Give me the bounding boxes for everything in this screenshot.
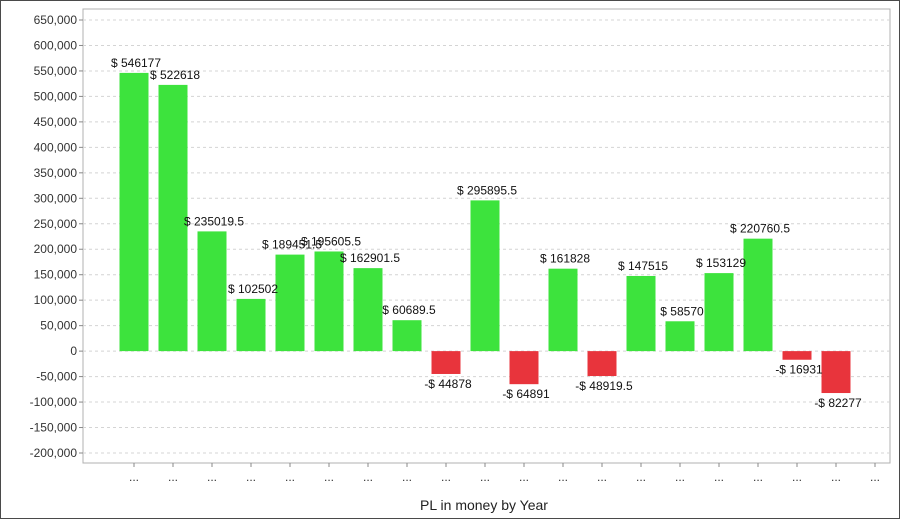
y-tick-label: 250,000 [34, 217, 78, 231]
x-tick-label: ... [675, 470, 685, 484]
y-tick-label: 500,000 [34, 89, 78, 103]
bar[interactable] [314, 251, 344, 352]
x-tick-label: ... [753, 470, 763, 484]
data-label: $ 161828 [540, 252, 590, 266]
data-label: $ 195605.5 [301, 234, 361, 248]
x-tick-label: ... [285, 470, 295, 484]
y-tick-label: 150,000 [34, 268, 78, 282]
x-tick-label: ... [324, 470, 334, 484]
data-label: -$ 44878 [424, 377, 472, 391]
bar[interactable] [509, 351, 539, 385]
x-tick-label: ... [441, 470, 451, 484]
y-tick-label: -200,000 [30, 446, 78, 460]
data-label: -$ 16931 [775, 363, 823, 377]
bar[interactable] [158, 84, 188, 352]
bar[interactable] [821, 351, 851, 394]
data-label: $ 162901.5 [340, 251, 400, 265]
y-tick-label: -150,000 [30, 421, 78, 435]
x-tick-label: ... [129, 470, 139, 484]
data-label: $ 60689.5 [382, 303, 436, 317]
y-tick-label: 600,000 [34, 38, 78, 52]
bar[interactable] [236, 298, 266, 352]
data-label: $ 546177 [111, 56, 161, 70]
data-label: -$ 64891 [502, 387, 550, 401]
y-tick-label: -100,000 [30, 395, 78, 409]
bar[interactable] [548, 268, 578, 352]
bar[interactable] [392, 320, 422, 352]
x-tick-label: ... [402, 470, 412, 484]
x-tick-label: ... [480, 470, 490, 484]
y-tick-label: -50,000 [36, 370, 77, 384]
x-tick-label: ... [207, 470, 217, 484]
data-label: -$ 82277 [814, 396, 862, 410]
y-tick-label: 0 [70, 344, 77, 358]
data-label: $ 522618 [150, 68, 200, 82]
bar[interactable] [197, 231, 227, 352]
bar[interactable] [704, 273, 734, 352]
y-tick-label: 450,000 [34, 115, 78, 129]
data-label: $ 235019.5 [184, 214, 244, 228]
bar[interactable] [275, 254, 305, 352]
bar[interactable] [353, 268, 383, 352]
data-label: -$ 48919.5 [575, 379, 633, 393]
x-tick-label: ... [558, 470, 568, 484]
data-label: $ 102502 [228, 282, 278, 296]
x-tick-label: ... [519, 470, 529, 484]
x-tick-label: ... [870, 470, 880, 484]
bar[interactable] [626, 275, 656, 352]
x-tick-label: ... [363, 470, 373, 484]
data-label: $ 220760.5 [730, 222, 790, 236]
data-label: $ 189451.5 [262, 238, 322, 252]
x-axis-label: PL in money by Year [420, 497, 548, 513]
y-tick-label: 550,000 [34, 64, 78, 78]
data-label: $ 295895.5 [457, 183, 517, 197]
y-tick-label: 300,000 [34, 191, 78, 205]
y-tick-label: 650,000 [34, 13, 78, 27]
bar[interactable] [782, 351, 812, 360]
y-tick-label: 200,000 [34, 242, 78, 256]
data-label: $ 153129 [696, 256, 746, 270]
bar[interactable] [587, 351, 617, 377]
x-tick-label: ... [246, 470, 256, 484]
bar[interactable] [470, 200, 500, 352]
y-tick-label: 400,000 [34, 140, 78, 154]
x-tick-label: ... [792, 470, 802, 484]
bar[interactable] [431, 351, 461, 374]
data-label: $ 58570 [660, 304, 704, 318]
x-tick-label: ... [636, 470, 646, 484]
x-tick-label: ... [831, 470, 841, 484]
x-tick-label: ... [597, 470, 607, 484]
y-tick-label: 100,000 [34, 293, 78, 307]
bar[interactable] [665, 321, 695, 352]
data-label: $ 147515 [618, 259, 668, 273]
bar[interactable] [743, 238, 773, 352]
x-tick-label: ... [168, 470, 178, 484]
bar[interactable] [119, 72, 149, 352]
y-tick-label: 350,000 [34, 166, 78, 180]
x-tick-label: ... [714, 470, 724, 484]
y-tick-label: 50,000 [40, 319, 77, 333]
